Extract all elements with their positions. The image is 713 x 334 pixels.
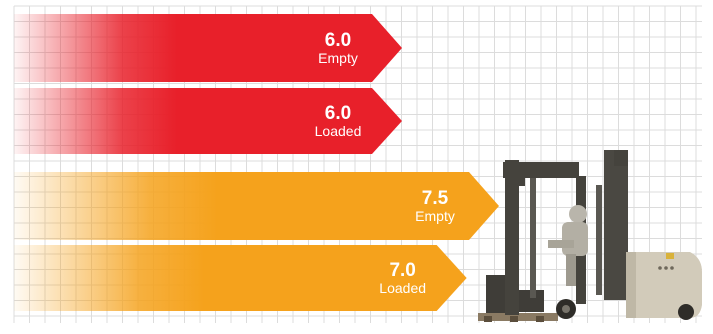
bar-value-label: 7.5 bbox=[422, 188, 449, 209]
bar-category-label: Empty bbox=[415, 208, 455, 224]
bar-category-label: Loaded bbox=[379, 280, 426, 296]
bar-3 bbox=[14, 245, 467, 311]
bar-2 bbox=[14, 172, 499, 240]
bar-value-label: 6.0 bbox=[325, 103, 351, 124]
bar-value-label: 6.0 bbox=[325, 30, 351, 51]
bar-value-label: 7.0 bbox=[389, 260, 415, 281]
bar-category-label: Empty bbox=[318, 50, 358, 66]
forklift-icon bbox=[478, 150, 702, 322]
bar-category-label: Loaded bbox=[315, 123, 362, 139]
bar-0 bbox=[14, 14, 402, 82]
bar-1 bbox=[14, 88, 402, 154]
